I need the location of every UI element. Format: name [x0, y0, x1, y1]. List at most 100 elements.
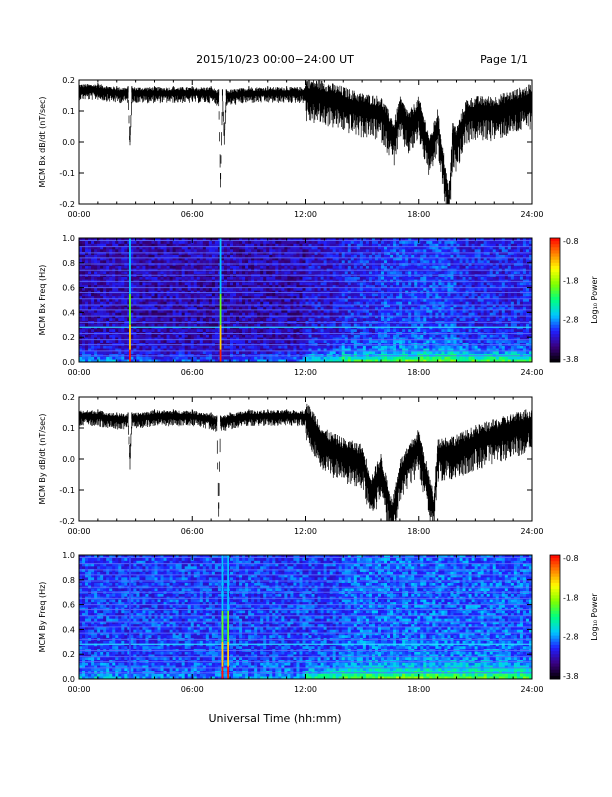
spectrogram-cell [375, 329, 378, 332]
spectrogram-cell [176, 312, 179, 315]
spectrogram-cell [290, 271, 293, 274]
spectrogram-cell [399, 241, 402, 244]
spectrogram-cell [124, 315, 127, 318]
spectrogram-cell [290, 244, 293, 247]
spectrogram-cell [399, 249, 402, 252]
spectrogram-cell [100, 244, 103, 247]
spectrogram-cell [290, 323, 293, 326]
spectrogram-cell [336, 323, 339, 326]
spectrogram-cell [145, 271, 148, 274]
spectrogram-cell [142, 279, 145, 282]
spectrogram-cell [351, 356, 354, 359]
spectrogram-cell [191, 318, 194, 321]
spectrogram-cell [179, 244, 182, 247]
spectrogram-cell [312, 282, 315, 285]
spectrogram-cell [173, 329, 176, 332]
spectrogram-cell [375, 318, 378, 321]
spectrogram-cell [396, 255, 399, 258]
spectrogram-cell [173, 282, 176, 285]
spectrogram-cell [348, 301, 351, 304]
spectrogram-cell [372, 249, 375, 252]
spectrogram-cell [278, 266, 281, 269]
spectrogram-cell [139, 266, 142, 269]
spectrogram-cell [194, 244, 197, 247]
spectrogram-cell [372, 282, 375, 285]
spectrogram-cell [100, 354, 103, 357]
spectrogram-cell [330, 340, 333, 343]
spectrogram-cell [236, 312, 239, 315]
spectrogram-cell [124, 260, 127, 263]
spectrogram-cell [296, 271, 299, 274]
spectrogram-cell [275, 279, 278, 282]
spectrogram-cell [194, 323, 197, 326]
spectrogram-cell [263, 351, 266, 354]
spectrogram-cell [372, 277, 375, 280]
spectrogram-cell [312, 351, 315, 354]
spectrogram-cell [242, 266, 245, 269]
spectrogram-cell [230, 277, 233, 280]
spectrogram-cell [142, 323, 145, 326]
spectrogram-cell [215, 244, 218, 247]
spectrogram-cell [100, 277, 103, 280]
spectrogram-cell [251, 249, 254, 252]
spectrogram-cell [296, 244, 299, 247]
spectrogram-cell [381, 301, 384, 304]
spectrogram-cell [351, 271, 354, 274]
spectrogram-cell [263, 315, 266, 318]
spectrogram-cell [88, 271, 91, 274]
spectrogram-cell [348, 279, 351, 282]
spectrogram-cell [182, 351, 185, 354]
spectrogram-cell [203, 279, 206, 282]
spectrogram-cell [302, 312, 305, 315]
spectrogram-cell [345, 315, 348, 318]
spectrogram-cell [112, 356, 115, 359]
spectrogram-cell [155, 255, 158, 258]
spectrogram-cell [287, 244, 290, 247]
spectrogram-cell [185, 301, 188, 304]
spectrogram-cell [275, 244, 278, 247]
spectrogram-cell [372, 318, 375, 321]
spectrogram-cell [82, 323, 85, 326]
spectrogram-cell [342, 345, 345, 348]
spectrogram-cell [251, 323, 254, 326]
spectrogram-cell [302, 340, 305, 343]
spectrogram-cell [170, 354, 173, 357]
spectrogram-cell [155, 329, 158, 332]
spectrogram-cell [179, 249, 182, 252]
spectrogram-cell [197, 277, 200, 280]
spectrogram-cell [109, 318, 112, 321]
spectrogram-cell [284, 282, 287, 285]
spectrogram-cell [151, 351, 154, 354]
spectrogram-cell [333, 282, 336, 285]
spectrogram-cell [251, 312, 254, 315]
spectrogram-cell [136, 345, 139, 348]
spectrogram-cell [94, 260, 97, 263]
spectrogram-cell [381, 255, 384, 258]
spectrogram-cell [257, 318, 260, 321]
spectrogram-cell [182, 271, 185, 274]
spectrogram-cell [330, 345, 333, 348]
spectrogram-cell [112, 312, 115, 315]
spectrogram-cell [336, 334, 339, 337]
spectrogram-cell [118, 279, 121, 282]
spectrogram-cell [236, 323, 239, 326]
spectrogram-cell [345, 356, 348, 359]
spectrogram-cell [182, 334, 185, 337]
spectrogram-cell [281, 334, 284, 337]
spectrogram-cell [139, 249, 142, 252]
spectrogram-cell [354, 345, 357, 348]
spectrogram-cell [230, 312, 233, 315]
spectrogram-cell [399, 329, 402, 332]
spectrogram-cell [109, 312, 112, 315]
spectrogram-cell [312, 255, 315, 258]
spectrogram-cell [170, 255, 173, 258]
spectrogram-cell [281, 282, 284, 285]
spectrogram-cell [158, 282, 161, 285]
spectrogram-cell [103, 249, 106, 252]
spectrogram-cell [393, 244, 396, 247]
spectrogram-cell [327, 260, 330, 263]
spectrogram-cell [191, 244, 194, 247]
spectrogram-cell [224, 323, 227, 326]
spectrogram-cell [136, 329, 139, 332]
spectrogram-cell [106, 301, 109, 304]
